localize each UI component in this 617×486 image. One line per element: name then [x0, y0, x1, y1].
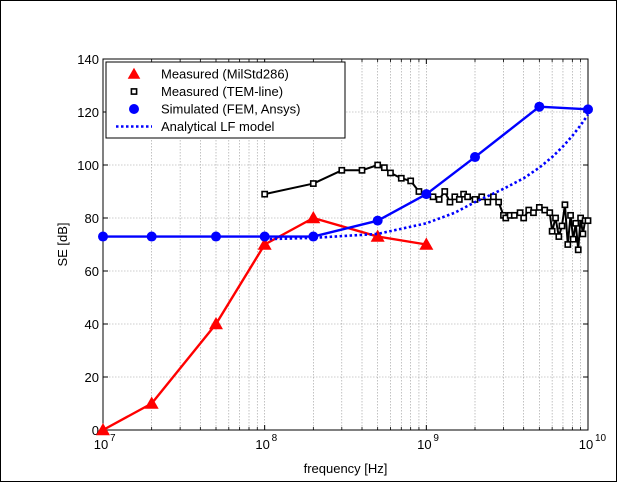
series-0 — [96, 211, 434, 436]
square-marker — [516, 209, 524, 217]
circle-marker — [98, 231, 108, 242]
legend-item: Analytical LF model — [116, 119, 275, 134]
square-marker — [495, 198, 503, 206]
square-marker — [510, 211, 518, 219]
y-tick-label: 40 — [85, 317, 99, 332]
series-line — [264, 113, 590, 241]
square-marker — [261, 190, 269, 198]
square-marker — [561, 201, 569, 209]
square-marker — [435, 196, 443, 203]
square-marker — [552, 214, 559, 222]
square-marker — [548, 227, 556, 235]
x-tick-base: 10 — [94, 437, 108, 452]
series-layer — [96, 101, 593, 436]
plot-area — [102, 58, 589, 431]
triangle-marker — [127, 67, 141, 79]
triangle-marker — [306, 211, 321, 224]
triangle-marker — [419, 237, 434, 250]
legend-label: Analytical LF model — [161, 119, 275, 134]
square-marker — [572, 219, 580, 227]
square-marker — [574, 246, 582, 254]
circle-marker — [469, 152, 480, 163]
legend-label: Measured (MilStd286) — [161, 67, 289, 82]
circle-marker — [211, 231, 222, 242]
square-marker — [564, 241, 572, 248]
legend-label: Measured (TEM-line) — [161, 84, 283, 99]
square-marker — [387, 169, 394, 177]
x-tick-base: 10 — [417, 437, 431, 452]
legend-item: Measured (TEM-line) — [130, 84, 283, 99]
legend-box — [105, 61, 346, 139]
square-marker — [455, 196, 463, 203]
series-2 — [98, 101, 593, 242]
square-marker — [490, 193, 497, 201]
triangle-marker — [370, 229, 385, 242]
x-tick-exponent: 9 — [433, 433, 439, 444]
x-tick-exponent: 7 — [110, 433, 116, 444]
square-marker — [441, 188, 449, 195]
x-tick-base: 10 — [579, 437, 593, 452]
grid — [103, 59, 588, 430]
square-marker — [407, 177, 415, 185]
legend-item: Simulated (FEM, Ansys) — [129, 102, 300, 117]
circle-marker — [583, 104, 593, 115]
circle-marker — [259, 231, 270, 242]
circle-marker — [146, 231, 157, 242]
square-marker — [569, 235, 577, 243]
y-tick-label: 0 — [92, 423, 99, 438]
x-tick-exponent: 8 — [272, 433, 278, 444]
series-line — [103, 105, 589, 238]
square-marker — [380, 164, 388, 172]
x-tick-base: 10 — [255, 437, 269, 452]
x-axis-label: frequency [Hz] — [304, 461, 388, 476]
y-tick-label: 100 — [77, 158, 99, 173]
square-marker — [530, 209, 537, 217]
triangle-marker — [96, 423, 110, 436]
triangle-marker — [257, 237, 272, 250]
x-tick-label: 10 7 — [94, 433, 116, 452]
y-axis-label: SE [dB] — [55, 222, 70, 266]
x-tick-label: 10 8 — [255, 433, 277, 452]
square-marker — [584, 217, 592, 225]
triangle-marker — [209, 317, 224, 330]
y-tick-label: 20 — [85, 370, 99, 385]
y-tick-label: 120 — [77, 105, 99, 120]
square-marker — [579, 230, 587, 238]
y-tick-label: 80 — [85, 211, 99, 226]
square-marker — [464, 193, 472, 201]
square-marker — [374, 161, 382, 169]
square-marker — [358, 166, 366, 174]
square-marker — [309, 180, 317, 187]
square-marker — [397, 174, 405, 182]
circle-marker — [129, 104, 139, 114]
square-marker — [338, 166, 346, 174]
circle-marker — [534, 101, 545, 112]
triangle-marker — [144, 396, 159, 409]
square-marker — [567, 211, 574, 219]
square-marker — [415, 188, 423, 195]
square-marker — [484, 198, 492, 206]
legend: Measured (MilStd286) Measured (TEM-line) S… — [105, 61, 346, 139]
series-1 — [261, 161, 592, 254]
square-marker — [130, 88, 138, 95]
circle-marker — [421, 189, 432, 200]
y-tick-label: 60 — [85, 264, 99, 279]
series-3 — [264, 113, 590, 241]
x-tick-label: 10 10 — [579, 433, 607, 452]
legend-item: Measured (MilStd286) — [127, 67, 289, 82]
square-marker — [520, 214, 528, 222]
y-tick-label: 140 — [77, 52, 99, 67]
square-marker — [558, 222, 566, 230]
square-marker — [535, 204, 543, 211]
circle-marker — [372, 215, 383, 226]
legend-label: Simulated (FEM, Ansys) — [161, 102, 300, 117]
x-tick-label: 10 9 — [417, 433, 439, 452]
x-tick-exponent: 10 — [595, 433, 607, 444]
square-marker — [446, 198, 454, 206]
square-marker — [546, 209, 554, 217]
square-marker — [555, 233, 563, 240]
